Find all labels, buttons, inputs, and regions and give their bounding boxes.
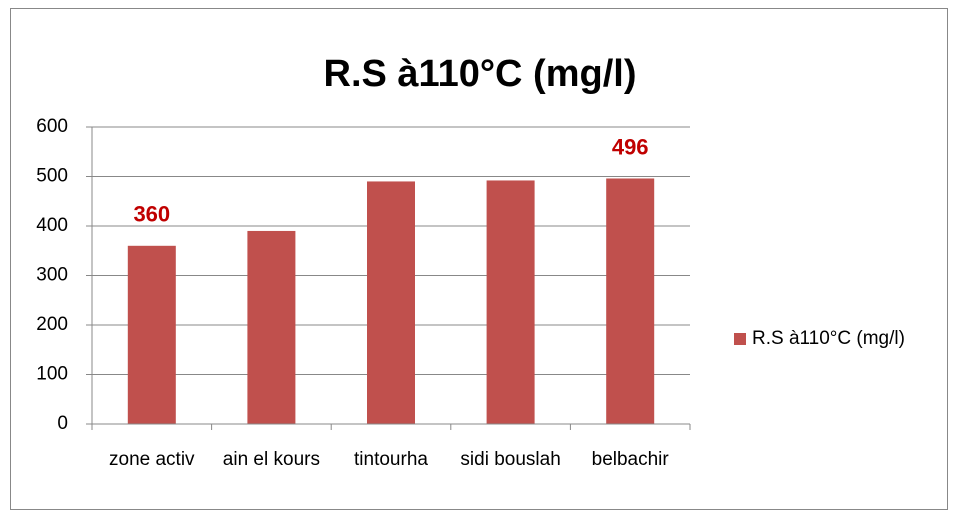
y-tick-label: 400 bbox=[36, 215, 68, 236]
y-tick-label: 200 bbox=[36, 314, 68, 335]
bar bbox=[127, 245, 176, 424]
bar bbox=[367, 181, 415, 424]
data-label: 360 bbox=[133, 202, 170, 227]
x-tick-label: belbachir bbox=[591, 449, 669, 470]
bar bbox=[247, 230, 296, 424]
y-tick-label: 600 bbox=[36, 116, 68, 137]
x-tick-label: zone activ bbox=[109, 449, 195, 470]
x-tick-label: tintourha bbox=[354, 449, 428, 470]
legend-swatch bbox=[734, 333, 746, 345]
y-tick-label: 100 bbox=[36, 364, 68, 385]
y-tick-label: 300 bbox=[36, 265, 68, 286]
legend-label: R.S à110°C (mg/l) bbox=[752, 328, 905, 349]
bar bbox=[486, 180, 535, 424]
x-tick-label: sidi bouslah bbox=[460, 449, 561, 470]
data-label: 496 bbox=[612, 134, 649, 159]
y-tick-label: 0 bbox=[57, 413, 68, 434]
x-tick-label: ain el kours bbox=[222, 449, 320, 470]
bar bbox=[606, 178, 655, 424]
chart-title: R.S à110°C (mg/l) bbox=[324, 53, 637, 95]
y-tick-label: 500 bbox=[36, 166, 68, 187]
